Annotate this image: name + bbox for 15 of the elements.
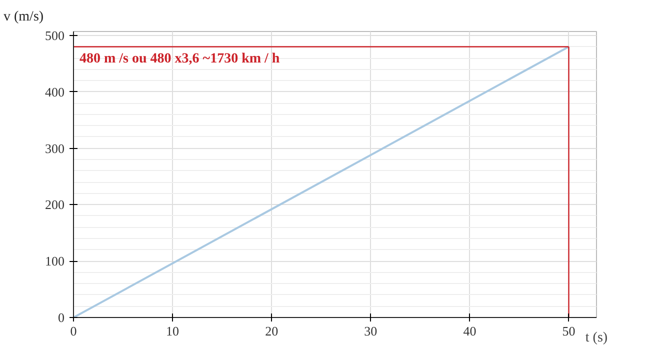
x-tick-label: 10 <box>166 324 180 338</box>
y-axis-title: v (m/s) <box>4 10 44 24</box>
y-tick-label: 100 <box>45 254 64 269</box>
y-tick-label: 200 <box>45 197 64 212</box>
x-tick-label: 40 <box>463 324 476 338</box>
x-tick-label: 0 <box>70 324 77 338</box>
y-tick-label: 400 <box>45 84 64 100</box>
x-tick-label: 50 <box>562 324 576 338</box>
y-tick-label: 300 <box>45 140 64 156</box>
y-tick-label: 0 <box>58 310 64 325</box>
x-tick-label: 30 <box>364 324 378 338</box>
y-tick-label: 500 <box>45 28 64 43</box>
x-axis-title: t (s) <box>585 330 608 346</box>
ref-line-label: 480 m /s ou 480 x3,6 ~1730 km / h <box>80 52 280 67</box>
x-tick-label: 20 <box>265 324 278 338</box>
